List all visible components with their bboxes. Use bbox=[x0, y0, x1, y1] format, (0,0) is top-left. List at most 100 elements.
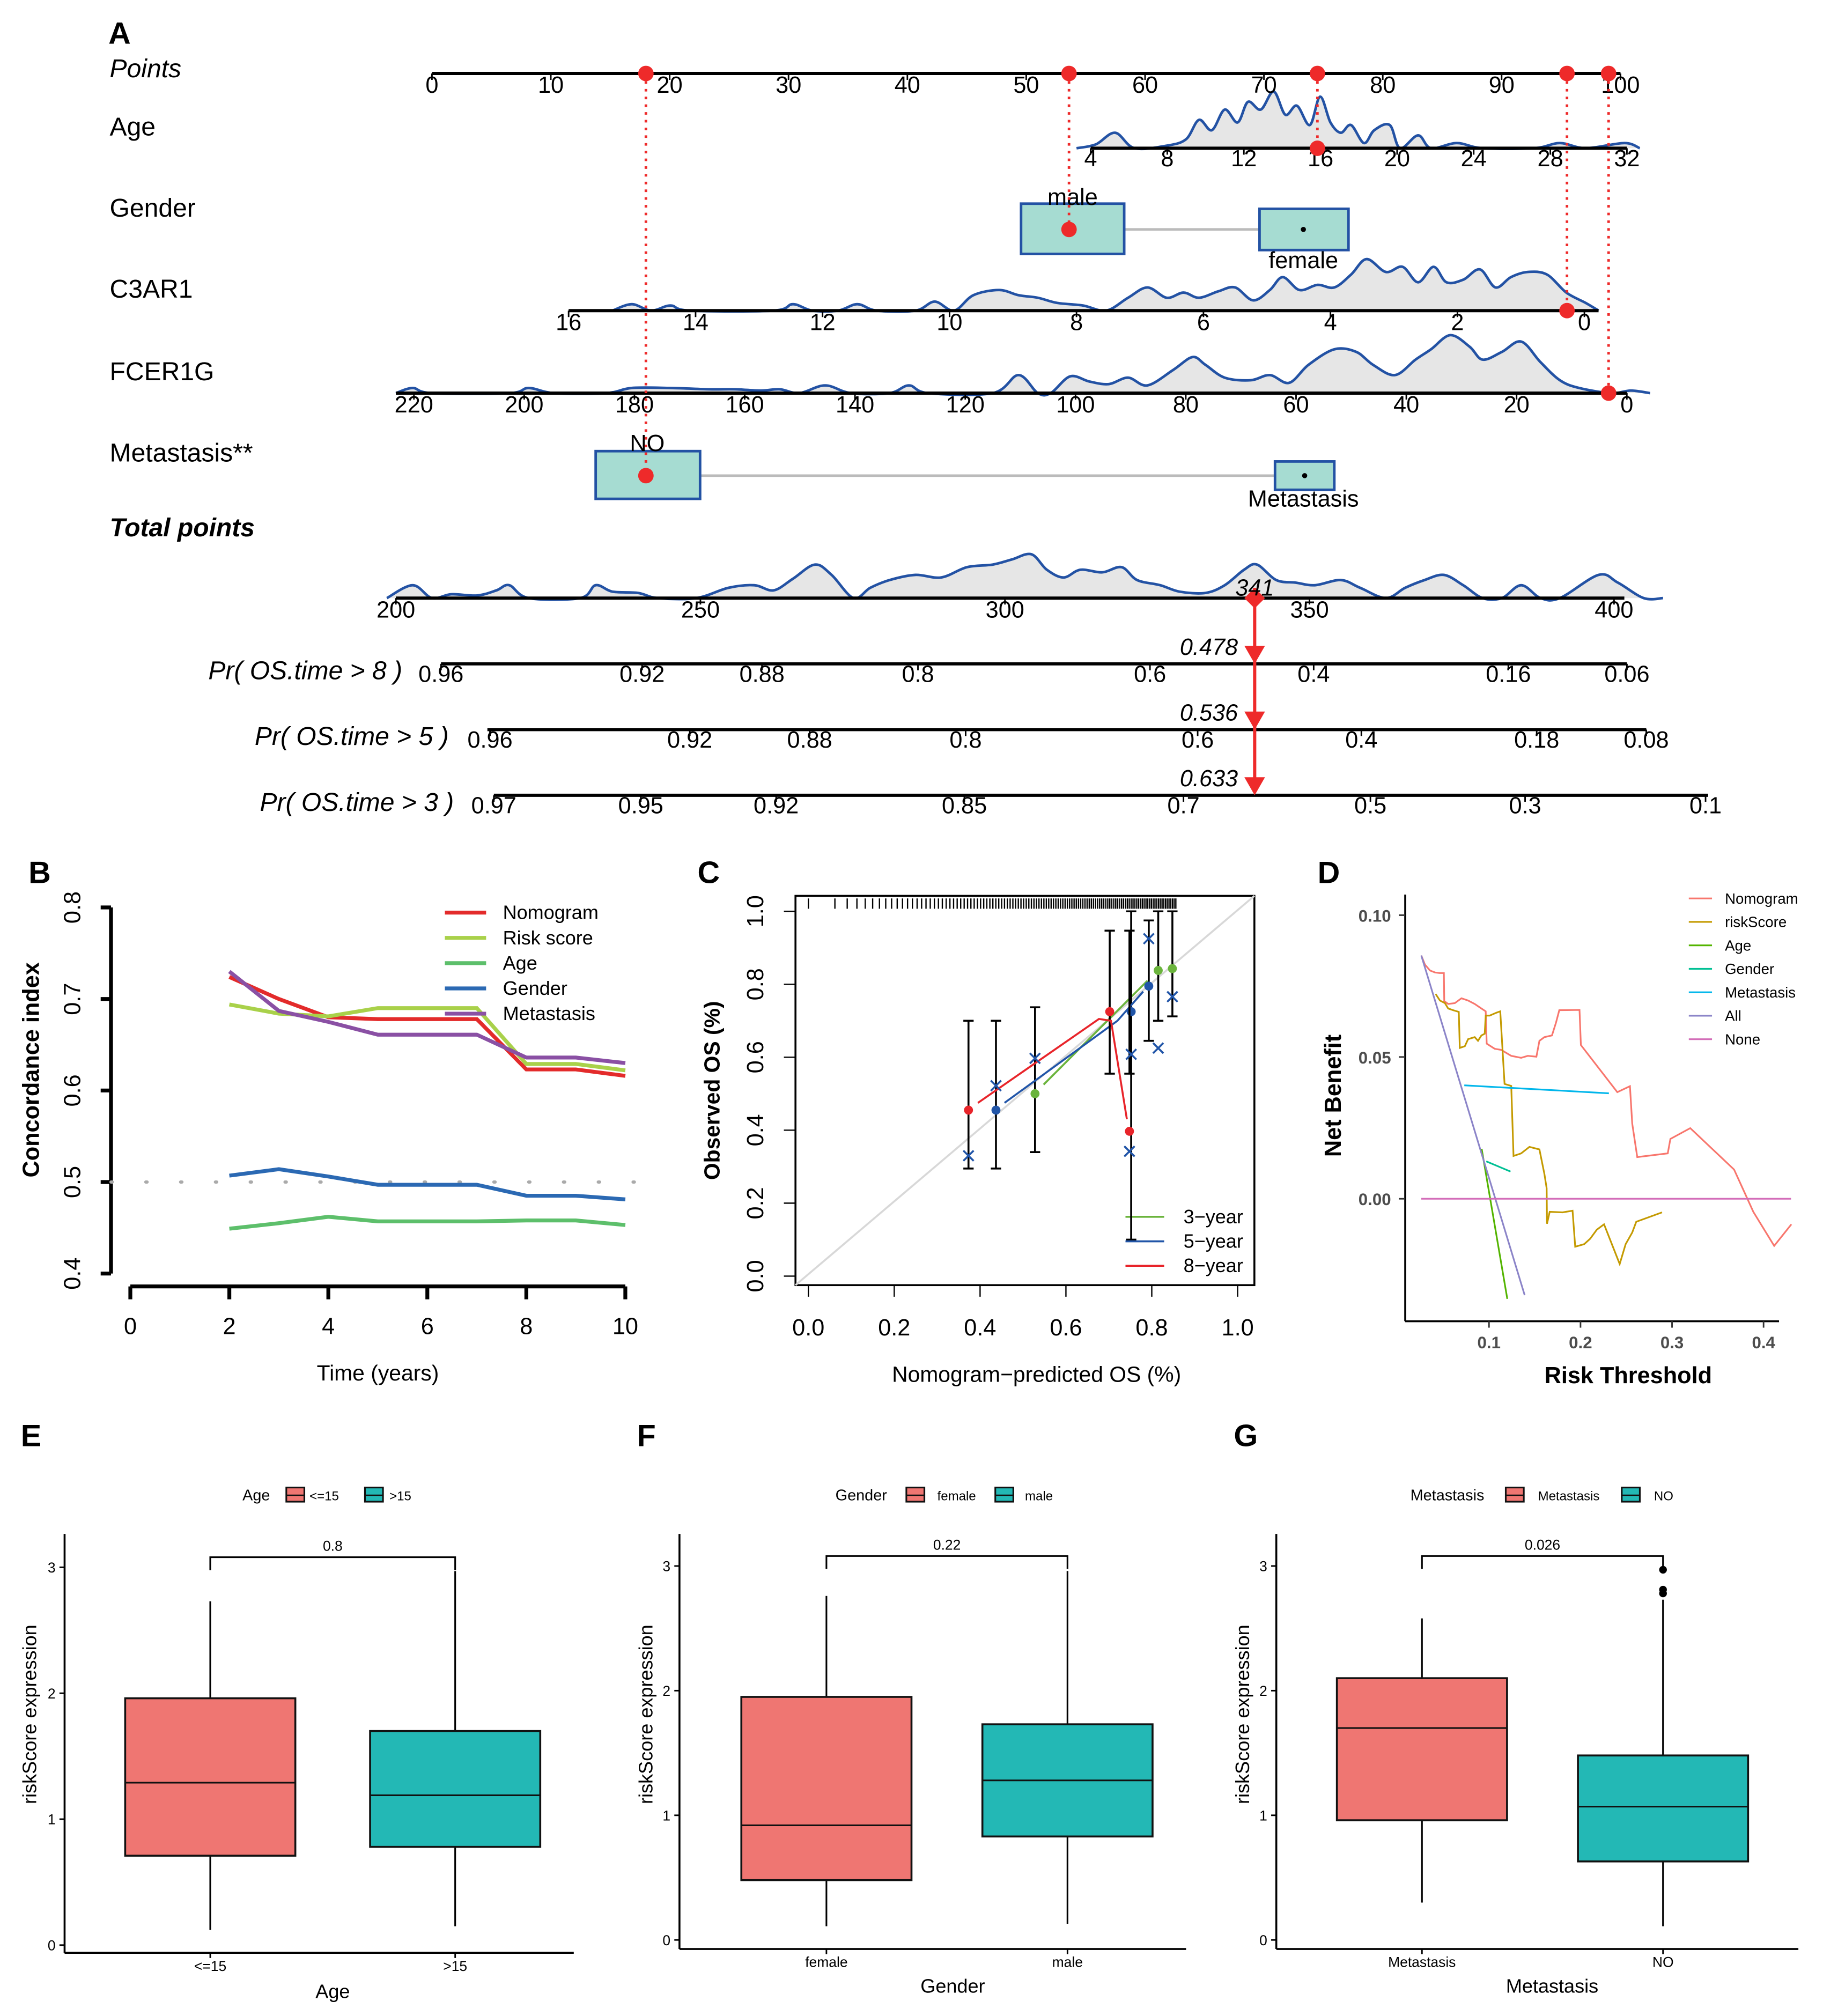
y-tick-label: 0.5 bbox=[60, 1166, 85, 1198]
legend-label: All bbox=[1725, 1008, 1741, 1024]
x-tick-label: NO bbox=[1652, 1954, 1674, 1970]
level-label: Metastasis bbox=[1248, 486, 1359, 512]
panel-label-a: A bbox=[108, 17, 131, 51]
concordance-chart: 0.4 0.5 0.6 0.7 0.8 0 2 4 6 8 10 Nomogram Risk score… bbox=[18, 891, 646, 1385]
prediction-value: 0.633 bbox=[1180, 766, 1238, 792]
panel-label-g: G bbox=[1234, 1419, 1258, 1453]
tick-label: 160 bbox=[725, 392, 764, 418]
boxplot-metastasis: 0 1 2 3 Metastasis NO 0.026 Metastasis Metastasi… bbox=[1231, 1487, 1799, 1997]
x-tick-label: 0.2 bbox=[878, 1315, 910, 1341]
tick-label: 0 bbox=[1578, 309, 1591, 335]
tick-label: 350 bbox=[1290, 597, 1328, 623]
tick-label: 20 bbox=[657, 72, 683, 98]
p-value-label: 0.8 bbox=[323, 1538, 343, 1554]
y-tick-label: 0.6 bbox=[60, 1074, 85, 1106]
tick-label: 0.7 bbox=[1168, 793, 1200, 819]
prediction-value: 0.536 bbox=[1180, 700, 1238, 726]
tick-label: 4 bbox=[1084, 146, 1097, 172]
x-axis-label: Age bbox=[315, 1980, 350, 2002]
x-tick-label: 0.3 bbox=[1660, 1333, 1684, 1352]
y-tick-label: 0.00 bbox=[1359, 1190, 1391, 1209]
net-benefit-curve-all bbox=[1420, 955, 1526, 1296]
calibration-point bbox=[1154, 966, 1163, 975]
bias-corrected-marker bbox=[1152, 1042, 1164, 1054]
calibration-point bbox=[964, 1105, 973, 1115]
selection-dot bbox=[1600, 385, 1617, 401]
tick-label: 12 bbox=[810, 309, 836, 335]
row-label: Total points bbox=[110, 513, 255, 542]
y-tick-label: 0 bbox=[1259, 1932, 1267, 1948]
panel-label-e: E bbox=[21, 1419, 41, 1453]
y-tick-label: 2 bbox=[48, 1686, 56, 1702]
legend-label: >15 bbox=[389, 1489, 411, 1504]
boxplot-age: 0 1 2 3 <=15 >15 0.8 Age <=15 >15 Age riskScore exp… bbox=[19, 1487, 574, 2002]
x-tick-label: 0.4 bbox=[964, 1315, 996, 1341]
net-benefit-curve-metastasis bbox=[1464, 1084, 1609, 1095]
calibration-point bbox=[1030, 1089, 1040, 1098]
density-fill bbox=[387, 553, 1663, 601]
tick-label: 0.96 bbox=[418, 661, 463, 687]
p-value-label: 0.026 bbox=[1525, 1537, 1560, 1553]
selection-dot bbox=[1061, 221, 1077, 238]
y-tick-label: 3 bbox=[48, 1560, 56, 1576]
bias-corrected-marker bbox=[1123, 1145, 1135, 1157]
tick-label: 2 bbox=[1451, 309, 1464, 335]
x-tick-label: 0.0 bbox=[792, 1315, 824, 1341]
tick-label: 0.18 bbox=[1514, 727, 1559, 753]
row-label: Points bbox=[110, 54, 182, 83]
series-line-nomogram bbox=[228, 975, 626, 1078]
panel-label-d: D bbox=[1318, 855, 1340, 890]
selection-dot bbox=[1600, 65, 1617, 82]
x-tick-label: 2 bbox=[223, 1314, 236, 1340]
y-axis-label: riskScore expression bbox=[1231, 1624, 1253, 1804]
density-fill bbox=[1076, 91, 1640, 149]
legend-label: Gender bbox=[1725, 961, 1774, 977]
tick-label: 250 bbox=[681, 597, 720, 623]
prediction-arrow bbox=[1244, 711, 1265, 730]
tick-label: 0 bbox=[1620, 392, 1633, 418]
tick-label: 0.92 bbox=[667, 727, 712, 753]
selection-dot bbox=[1309, 65, 1325, 82]
y-tick-label: 3 bbox=[1259, 1559, 1267, 1575]
row-label: Age bbox=[110, 112, 156, 141]
x-tick-label: <=15 bbox=[194, 1958, 226, 1974]
x-tick-label: 1.0 bbox=[1222, 1315, 1254, 1341]
bias-corrected-marker bbox=[1125, 1048, 1137, 1060]
legend-label: male bbox=[1025, 1489, 1053, 1504]
plot-frame bbox=[794, 895, 1256, 1287]
tick-label: 0.16 bbox=[1486, 661, 1531, 687]
y-tick-label: 0 bbox=[662, 1932, 670, 1948]
tick-label: 30 bbox=[776, 72, 801, 98]
tick-label: 60 bbox=[1132, 72, 1158, 98]
calibration-point bbox=[1105, 1007, 1115, 1016]
ideal-diagonal bbox=[795, 895, 1255, 1286]
tick-label: 14 bbox=[683, 309, 708, 335]
panel-label-b: B bbox=[28, 855, 51, 890]
tick-label: 0.3 bbox=[1509, 793, 1541, 819]
total-points-value: 341 bbox=[1235, 575, 1274, 601]
legend-label: Gender bbox=[503, 977, 567, 999]
legend-label: Risk score bbox=[503, 927, 593, 949]
x-axis-label: Risk Threshold bbox=[1545, 1363, 1712, 1389]
level-label: NO bbox=[630, 431, 665, 456]
calibration-point bbox=[1144, 981, 1154, 991]
x-tick-label: 4 bbox=[322, 1314, 335, 1340]
decision-curve-chart: 0.00 0.05 0.10 0.1 0.2 0.3 0.4 Nomogram riskScor… bbox=[1320, 890, 1798, 1389]
y-tick-label: 0.0 bbox=[743, 1260, 769, 1292]
tick-label: 100 bbox=[1056, 392, 1095, 418]
selection-dot bbox=[638, 468, 654, 484]
tick-label: 0.96 bbox=[467, 727, 512, 753]
tick-label: 20 bbox=[1384, 146, 1410, 172]
y-tick-label: 0.10 bbox=[1359, 906, 1391, 925]
x-tick-label: 10 bbox=[612, 1314, 638, 1340]
tick-label: 0.85 bbox=[942, 793, 987, 819]
legend-label: 3−year bbox=[1184, 1206, 1243, 1228]
category-center-dot bbox=[1302, 473, 1308, 478]
tick-label: 0.4 bbox=[1297, 661, 1330, 687]
significance-bracket bbox=[825, 1555, 1068, 1569]
nomogram-panel: Points Age Gender C3AR1 FCER1G Metastasis** To… bbox=[110, 54, 1722, 818]
box bbox=[369, 1730, 542, 1848]
tick-label: 32 bbox=[1614, 146, 1640, 172]
level-label: female bbox=[1268, 248, 1338, 274]
